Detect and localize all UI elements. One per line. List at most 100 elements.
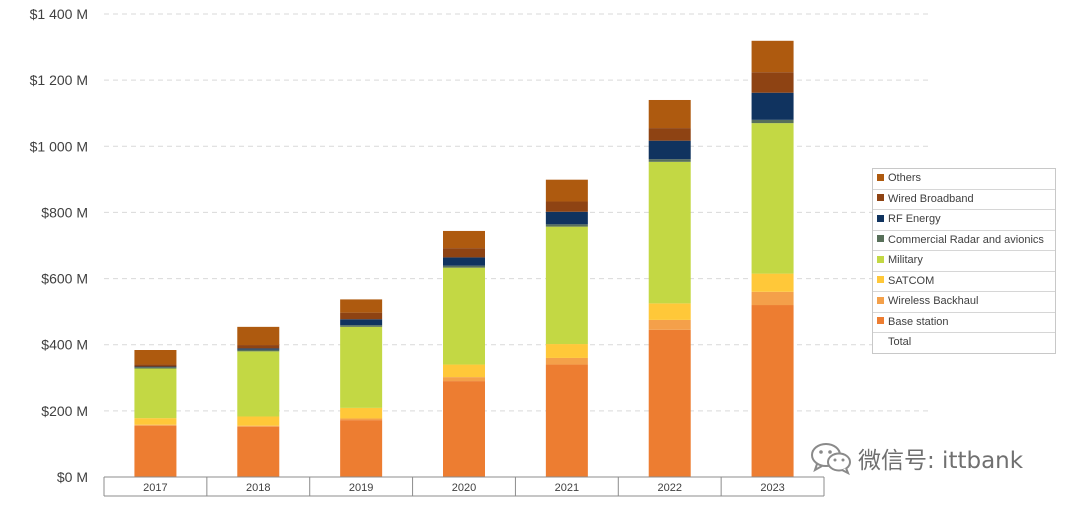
bar-segment-rf-energy bbox=[237, 348, 280, 350]
x-tick-label: 2023 bbox=[760, 482, 784, 494]
bar-stack-2021 bbox=[545, 179, 588, 477]
x-axis: 2017 2018 2019 2020 2021 2022 2023 bbox=[103, 476, 825, 497]
bar-stack-2023 bbox=[751, 40, 794, 477]
y-axis: $0 M $200 M $400 M $600 M $800 M $1 000 M $1 2… bbox=[30, 6, 88, 485]
bar-stack-2022 bbox=[648, 99, 691, 477]
x-tick-label: 2018 bbox=[246, 482, 270, 494]
bar-segment-satcom bbox=[134, 418, 177, 425]
bar-segment-others bbox=[443, 230, 485, 249]
bar-segment-wired-broadband bbox=[443, 248, 485, 258]
bar-segment-satcom bbox=[648, 303, 691, 320]
bar-segment-rf-energy bbox=[648, 140, 691, 160]
bar-segment-military bbox=[751, 123, 794, 274]
x-tick-label: 2017 bbox=[143, 482, 167, 494]
bar-segment-military bbox=[134, 368, 177, 419]
bar-segment-commercial-radar-and-avionics bbox=[648, 159, 691, 162]
y-tick-label: $200 M bbox=[41, 403, 88, 419]
legend-item-others: Others bbox=[873, 169, 1055, 190]
bar-segment-rf-energy bbox=[340, 319, 383, 326]
legend-item-base-station: Base station bbox=[873, 313, 1055, 333]
bar-segment-military bbox=[443, 267, 485, 365]
bar-segment-commercial-radar-and-avionics bbox=[134, 367, 177, 369]
bar-segment-wireless-backhaul bbox=[134, 424, 177, 426]
legend-item-commercial-radar-and-avionics: Commercial Radar and avionics bbox=[873, 231, 1055, 251]
bar-segment-commercial-radar-and-avionics bbox=[751, 119, 794, 124]
legend: Others Wired Broadband RF Energy Commercial… bbox=[872, 168, 1056, 354]
y-tick-label: $0 M bbox=[57, 469, 88, 485]
bar-segment-base-station bbox=[545, 364, 588, 477]
bar-segment-satcom bbox=[751, 273, 794, 292]
bar-segment-others bbox=[134, 350, 177, 365]
y-tick-label: $1 000 M bbox=[30, 138, 88, 154]
legend-swatch bbox=[877, 235, 884, 243]
legend-swatch bbox=[877, 214, 884, 222]
bar-segment-rf-energy bbox=[545, 211, 588, 225]
legend-label: Commercial Radar and avionics bbox=[888, 233, 1044, 246]
bar-segment-wired-broadband bbox=[545, 201, 588, 212]
legend-swatch bbox=[877, 194, 884, 202]
bar-segment-others bbox=[751, 40, 794, 73]
bar-segment-wireless-backhaul bbox=[237, 425, 280, 427]
legend-label: Total bbox=[888, 336, 912, 348]
bar-segment-wireless-backhaul bbox=[340, 418, 383, 421]
gridlines bbox=[104, 13, 930, 412]
legend-label: Military bbox=[888, 254, 923, 266]
bar-segment-wireless-backhaul bbox=[545, 357, 588, 365]
watermark: 微信号: ittbank bbox=[808, 440, 1023, 476]
bar-segment-rf-energy bbox=[134, 366, 177, 368]
bar-segment-others bbox=[648, 99, 691, 129]
bar-segment-wired-broadband bbox=[751, 72, 794, 93]
bar-segment-wired-broadband bbox=[648, 128, 691, 141]
bar-stack-2020 bbox=[443, 230, 485, 477]
bar-stack-2017 bbox=[134, 350, 177, 477]
bar-segment-commercial-radar-and-avionics bbox=[340, 325, 383, 327]
legend-swatch bbox=[877, 276, 884, 284]
bar-segment-wired-broadband bbox=[134, 364, 177, 367]
bar-segment-base-station bbox=[340, 420, 383, 477]
bar-segment-military bbox=[648, 161, 691, 304]
legend-item-rf-energy: RF Energy bbox=[873, 210, 1055, 231]
x-tick-label: 2022 bbox=[657, 482, 681, 494]
legend-label: Base station bbox=[888, 315, 949, 328]
wechat-icon bbox=[811, 443, 851, 476]
bar-segment-base-station bbox=[237, 426, 280, 477]
legend-item-satcom: SATCOM bbox=[873, 272, 1055, 292]
bar-segment-commercial-radar-and-avionics bbox=[237, 349, 280, 352]
legend-swatch bbox=[877, 296, 884, 304]
y-tick-label: $600 M bbox=[41, 271, 88, 287]
y-tick-label: $800 M bbox=[41, 204, 88, 220]
bar-segment-military bbox=[545, 226, 588, 345]
bar-stack-2019 bbox=[340, 299, 383, 477]
bar-segment-commercial-radar-and-avionics bbox=[443, 265, 485, 268]
bar-segment-wireless-backhaul bbox=[751, 291, 794, 306]
bar-segment-others bbox=[545, 179, 588, 202]
bar-stack-2018 bbox=[237, 326, 280, 477]
legend-item-wireless-backhaul: Wireless Backhaul bbox=[873, 292, 1055, 313]
bar-segment-rf-energy bbox=[443, 257, 485, 266]
bar-segment-military bbox=[237, 351, 280, 417]
y-tick-label: $400 M bbox=[41, 337, 88, 353]
legend-label: RF Energy bbox=[888, 213, 941, 225]
legend-item-total: Total bbox=[873, 333, 1055, 353]
bar-segment-commercial-radar-and-avionics bbox=[545, 224, 588, 227]
bar-segment-satcom bbox=[545, 344, 588, 358]
x-tick-label: 2021 bbox=[555, 482, 579, 494]
bar-segment-wireless-backhaul bbox=[443, 377, 485, 382]
legend-label: Others bbox=[888, 172, 922, 184]
bar-segment-others bbox=[340, 299, 383, 313]
bar-segment-satcom bbox=[340, 407, 383, 419]
bar-segment-base-station bbox=[443, 381, 485, 477]
bar-segment-military bbox=[340, 326, 383, 408]
legend-swatch bbox=[877, 255, 884, 263]
legend-label: SATCOM bbox=[888, 274, 935, 287]
bar-segment-satcom bbox=[237, 416, 280, 426]
legend-label: Wired Broadband bbox=[888, 192, 974, 205]
bar-segment-wired-broadband bbox=[340, 312, 383, 320]
bar-segment-base-station bbox=[134, 425, 177, 477]
x-tick-label: 2019 bbox=[349, 482, 373, 494]
bar-segment-base-station bbox=[751, 305, 794, 477]
bars bbox=[134, 40, 794, 477]
y-tick-label: $1 200 M bbox=[30, 72, 88, 88]
legend-swatch bbox=[877, 338, 884, 345]
